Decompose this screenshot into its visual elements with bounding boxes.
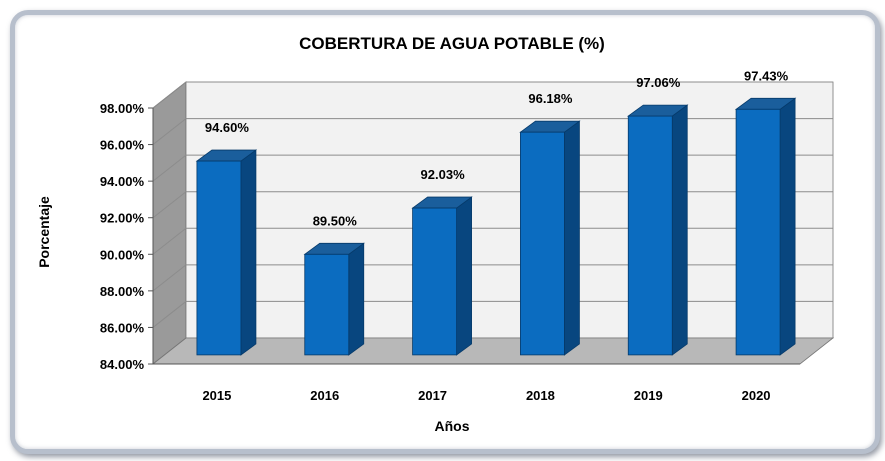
gridline — [152, 81, 833, 109]
back-wall — [185, 81, 834, 339]
data-label: 92.03% — [421, 167, 466, 182]
x-tick-label: 2016 — [310, 388, 339, 403]
chart-title: COBERTURA DE AGUA POTABLE (%) — [299, 34, 605, 53]
gridline — [152, 191, 833, 219]
x-tick-labels: 2015 2016 2017 2018 2019 2020 — [202, 388, 770, 403]
x-tick-label: 2017 — [418, 388, 447, 403]
y-axis-label: Porcentaje — [36, 196, 52, 268]
x-tick-label: 2018 — [526, 388, 555, 403]
data-label: 96.18% — [528, 91, 573, 106]
x-axis-label: Años — [435, 418, 470, 434]
y-tick-label: 90.00% — [100, 247, 145, 262]
x-tick-label: 2020 — [742, 388, 771, 403]
bar-2015 — [195, 149, 258, 356]
bars — [195, 97, 797, 356]
y-tick-labels: 84.00% 86.00% 88.00% 90.00% 92.00% 94.00% 96.0… — [100, 101, 145, 372]
y-tick-label: 86.00% — [100, 320, 145, 335]
bar-front — [735, 108, 781, 356]
x-tick-label: 2015 — [202, 388, 231, 403]
data-label: 94.60% — [205, 120, 250, 135]
gridlines — [148, 81, 833, 365]
y-tick-label: 96.00% — [100, 138, 145, 153]
bar-front — [196, 160, 242, 356]
bar-2020 — [734, 97, 797, 356]
bar-front — [412, 207, 457, 356]
bar-side — [456, 196, 472, 356]
bar-2016 — [303, 242, 365, 356]
bar-side — [348, 242, 365, 356]
y-tick-label: 84.00% — [100, 357, 145, 372]
y-tick-label: 92.00% — [100, 211, 145, 226]
y-tick-label: 98.00% — [100, 101, 145, 116]
y-tick-label: 88.00% — [100, 284, 145, 299]
bar-front — [520, 131, 565, 356]
bar-side — [779, 97, 796, 356]
y-tick-label: 94.00% — [100, 174, 145, 189]
side-wall — [152, 81, 187, 365]
bar-front — [627, 115, 673, 356]
data-label: 97.43% — [744, 68, 789, 83]
data-label: 97.06% — [636, 75, 681, 90]
gridline — [152, 264, 833, 292]
gridline — [152, 300, 833, 328]
bar-side — [564, 120, 580, 356]
bar-2018 — [519, 120, 581, 356]
bar-2017 — [411, 196, 473, 356]
bar-front — [304, 253, 350, 356]
axes — [152, 108, 800, 365]
data-labels: 94.60% 89.50% 92.03% 96.18% 97.06% 97.43% — [205, 68, 789, 228]
gridline — [152, 154, 833, 182]
gridline — [152, 118, 833, 145]
bar-2019 — [627, 104, 689, 356]
data-label: 89.50% — [313, 213, 358, 228]
bar-side — [671, 104, 688, 356]
x-tick-label: 2019 — [634, 388, 663, 403]
bar-side — [240, 149, 257, 356]
plot-area: 84.00% 86.00% 88.00% 90.00% 92.00% 94.00% 96.0… — [100, 68, 835, 403]
gridline — [152, 227, 833, 255]
